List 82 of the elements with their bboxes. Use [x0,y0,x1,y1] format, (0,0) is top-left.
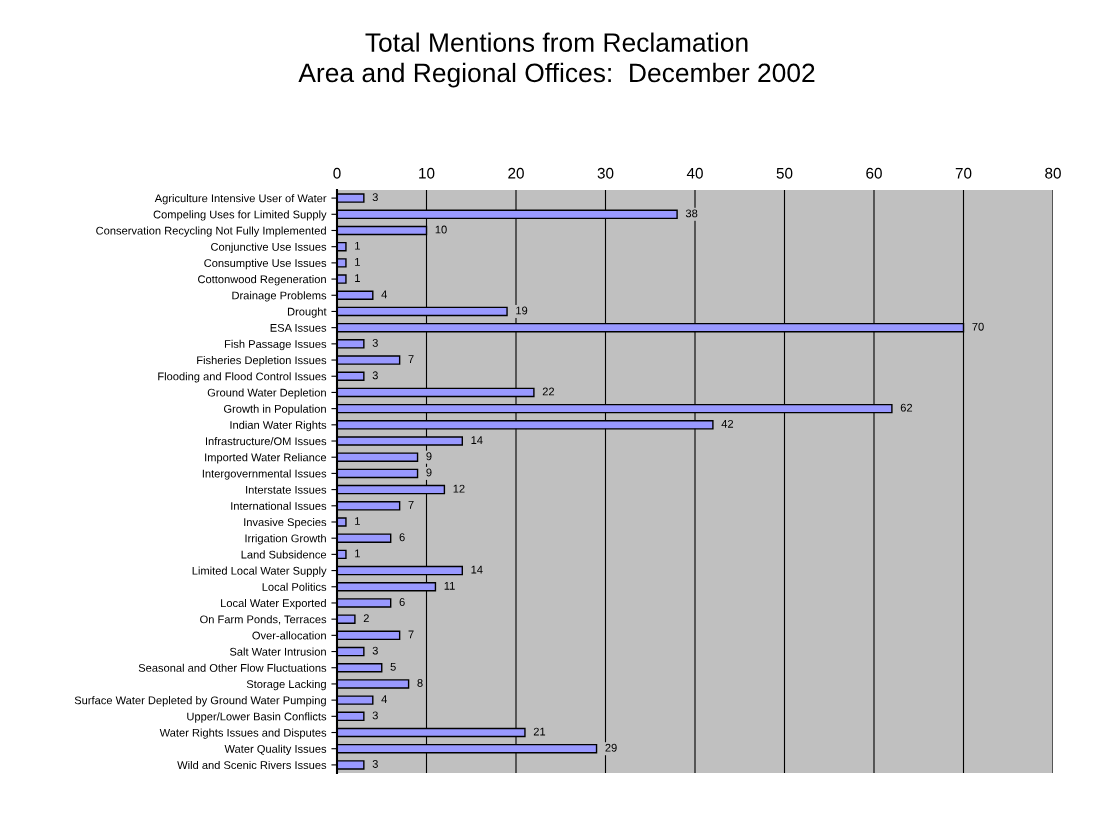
x-tick-label: 0 [333,167,341,179]
y-tick-label: Fish Passage Issues [224,339,327,351]
data-label: 14 [471,565,483,574]
y-tick-label: Conservation Recycling Not Fully Implemented [96,226,326,237]
data-label: 7 [408,501,414,509]
y-tick-label: Agriculture Intensive User of Water [154,194,327,205]
y-tick-label: Over-allocation [252,631,326,640]
data-label: 3 [372,371,378,380]
y-tick-label: Irrigation Growth [245,534,326,545]
y-tick-label: Drought [287,307,327,318]
data-label: 1 [355,241,360,250]
y-tick-label: Water Quality Issues [224,744,327,756]
data-label: 1 [355,274,360,282]
y-tick-label: Limited Local Water Supply [192,566,327,577]
data-label: 6 [399,598,405,606]
y-tick-label: Upper/Lower Basin Conflicts [187,712,327,723]
y-tick-label: Conjunctive Use Issues [211,242,327,254]
data-label: 70 [972,322,984,331]
data-label: 11 [444,581,455,590]
y-tick-label: Intergovernmental Issues [202,469,327,480]
data-label: 14 [471,436,483,444]
y-tick-label: Land Subsidence [241,550,327,559]
y-tick-label: Salt Water Intrusion [229,647,326,656]
data-label: 42 [721,419,734,428]
y-tick-label: Consumptive Use Issues [204,258,327,270]
data-label: 9 [426,452,432,461]
data-label: 3 [372,646,378,655]
data-label: 62 [900,403,913,412]
y-tick-label: Local Water Exported [221,598,326,610]
x-tick-label: 70 [955,167,972,179]
data-label: 19 [516,306,528,315]
data-label: 9 [426,468,432,477]
y-tick-label: Flooding and Flood Control Issues [158,372,327,383]
y-tick-label: Drainage Problems [232,291,327,302]
y-tick-label: Growth in Population [224,404,326,415]
data-label: 12 [453,484,465,493]
data-label: 7 [408,630,414,639]
data-label: 10 [435,225,447,234]
data-label: 38 [685,209,698,218]
x-tick-label: 30 [597,167,614,179]
y-tick-label: Fisheries Depletion Issues [197,356,327,367]
y-tick-label: Local Politics [262,582,327,591]
x-tick-label: 40 [686,167,703,179]
data-label: 1 [355,517,360,525]
x-tick-label: 20 [508,167,524,179]
y-tick-label: Water Rights Issues and Disputes [159,728,327,739]
data-label: 21 [533,727,546,736]
y-tick-label: Wild and Scenic Rivers Issues [177,760,327,770]
y-tick-label: Surface Water Depleted by Ground Water Pumping [74,696,326,707]
data-label: 2 [363,614,369,623]
data-label: 3 [372,760,378,768]
data-label: 4 [381,290,387,299]
y-tick-label: Imported Water Reliance [205,453,327,464]
data-label: 3 [372,193,378,202]
data-label: 3 [372,338,378,347]
data-label: 4 [381,695,387,703]
data-label: 22 [542,387,555,396]
x-tick-label: 10 [419,167,435,179]
data-label: 7 [408,355,414,363]
data-label: 1 [355,258,360,266]
data-label: 1 [355,549,360,558]
data-label: 6 [399,533,405,542]
y-tick-label: On Farm Ponds, Terraces [200,615,327,625]
y-tick-label: ESA Issues [270,323,327,332]
y-tick-label: Indian Water Rights [230,420,327,432]
y-tick-label: Interstate Issues [246,485,327,494]
y-tick-label: Storage Lacking [246,679,326,691]
x-tick-label: 80 [1045,167,1061,179]
data-label: 5 [390,662,396,671]
x-tick-label: 50 [776,167,793,179]
data-label: 8 [417,679,423,687]
data-label: 3 [372,711,378,720]
y-tick-label: Invasive Species [244,517,327,529]
y-tick-label: Seasonal and Other Flow Fluctuations [138,663,327,672]
y-tick-label: Compeling Uses for Limited Supply [153,210,327,221]
data-label: 29 [605,743,617,752]
x-tick-label: 60 [866,167,882,179]
y-tick-label: Ground Water Depletion [207,388,326,399]
y-tick-label: Cottonwood Regeneration [198,275,326,286]
y-tick-label: Infrastructure/OM Issues [205,436,327,446]
chart-title: Total Mentions from Reclamation Area and Regional Offices: December 2002 [298,32,815,88]
y-tick-label: International Issues [231,501,327,510]
